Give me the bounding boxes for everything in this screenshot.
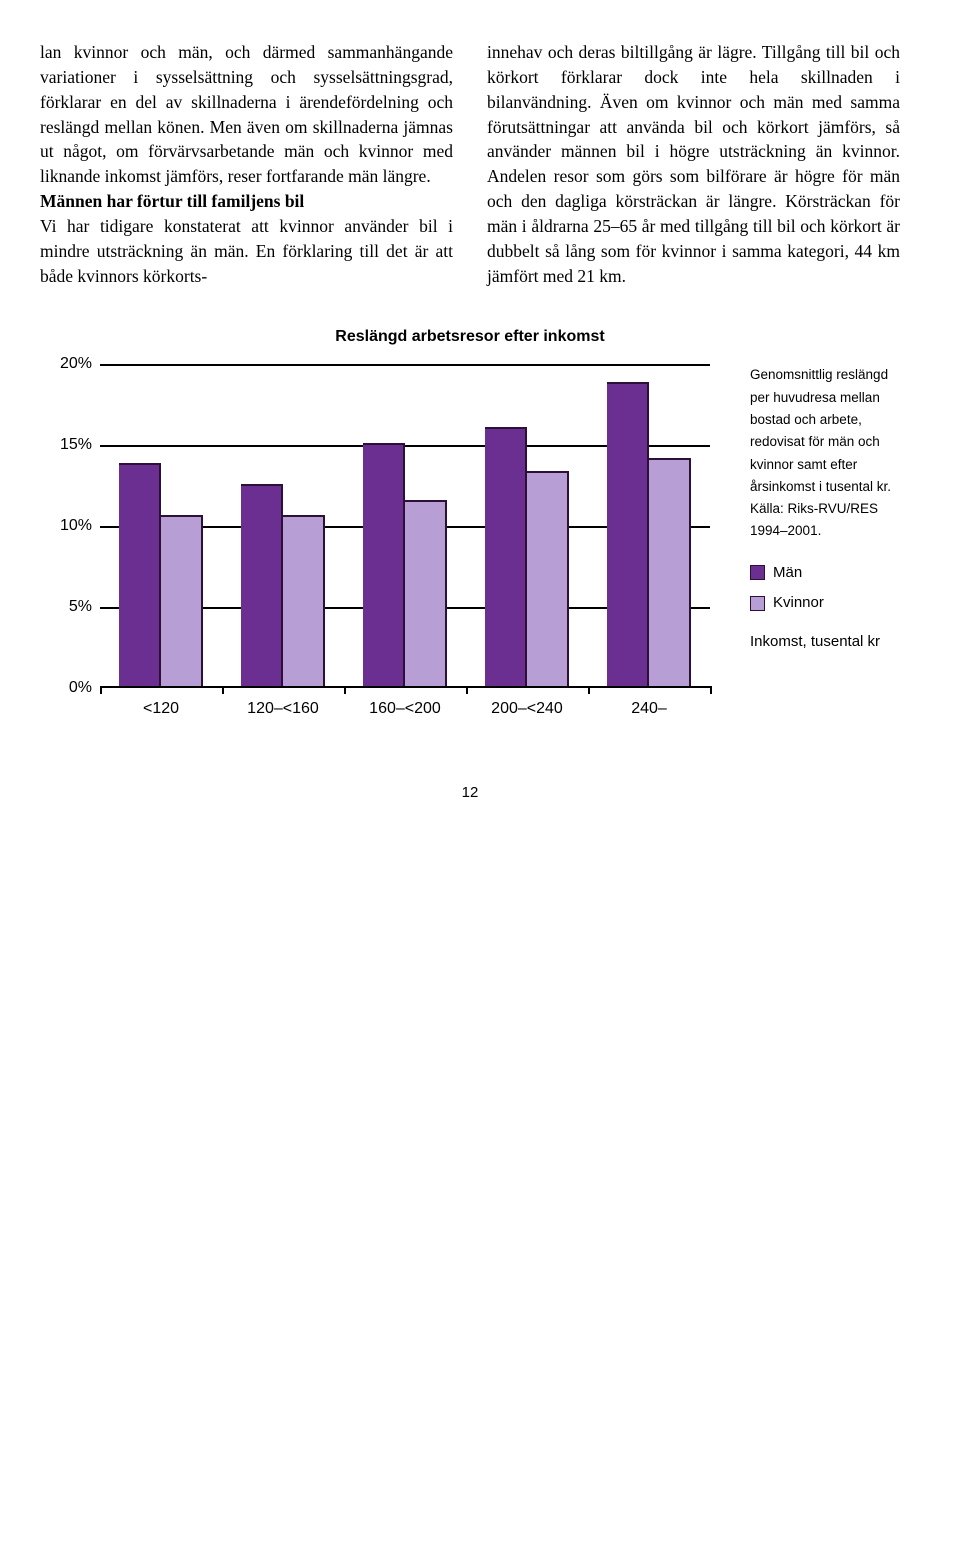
x-tick bbox=[466, 686, 468, 694]
legend-item: Män bbox=[750, 561, 900, 586]
x-tick bbox=[588, 686, 590, 694]
x-tick bbox=[710, 686, 712, 694]
legend-item: Kvinnor bbox=[750, 591, 900, 616]
bar bbox=[161, 515, 203, 687]
paragraph: innehav och deras biltillgång är lägre. … bbox=[487, 40, 900, 288]
bar bbox=[283, 515, 325, 687]
chart-legend: Genomsnittlig reslängd per huvudresa mel… bbox=[720, 364, 900, 724]
left-column: lan kvinnor och män, och därmed sammanhä… bbox=[40, 40, 453, 288]
bar bbox=[363, 443, 405, 686]
page-number: 12 bbox=[40, 784, 900, 801]
y-tick-label: 20% bbox=[40, 355, 92, 373]
legend-swatch bbox=[750, 565, 765, 580]
x-axis-label: Inkomst, tusental kr bbox=[750, 630, 900, 655]
y-tick-label: 5% bbox=[40, 598, 92, 616]
legend-description: Genomsnittlig reslängd per huvudresa mel… bbox=[750, 364, 900, 542]
y-tick-label: 0% bbox=[40, 679, 92, 697]
legend-label: Män bbox=[773, 561, 802, 586]
paragraph: Vi har tidigare konstaterat att kvinnor … bbox=[40, 214, 453, 289]
x-tick-label: 120–<160 bbox=[247, 700, 319, 718]
bar bbox=[649, 458, 691, 686]
x-tick-label: <120 bbox=[143, 700, 179, 718]
x-tick bbox=[222, 686, 224, 694]
x-tick bbox=[100, 686, 102, 694]
bar bbox=[485, 427, 527, 686]
x-tick-label: 240– bbox=[631, 700, 667, 718]
bar bbox=[405, 500, 447, 686]
y-tick-label: 10% bbox=[40, 517, 92, 535]
gridline bbox=[100, 364, 710, 366]
bar bbox=[607, 382, 649, 687]
subheading: Männen har förtur till familjens bil bbox=[40, 189, 453, 214]
y-tick-label: 15% bbox=[40, 436, 92, 454]
paragraph: lan kvinnor och män, och därmed sammanhä… bbox=[40, 40, 453, 189]
chart-title: Reslängd arbetsresor efter inkomst bbox=[40, 328, 900, 346]
bar bbox=[527, 471, 569, 686]
legend-label: Kvinnor bbox=[773, 591, 824, 616]
x-tick-label: 160–<200 bbox=[369, 700, 441, 718]
bar bbox=[241, 484, 283, 687]
right-column: innehav och deras biltillgång är lägre. … bbox=[487, 40, 900, 288]
x-tick bbox=[344, 686, 346, 694]
legend-swatch bbox=[750, 596, 765, 611]
bar-chart: <120 120–<160 160–<200 200–<240 240– 0% 5% 10%… bbox=[40, 364, 720, 724]
bar bbox=[119, 463, 161, 687]
x-tick-label: 200–<240 bbox=[491, 700, 563, 718]
